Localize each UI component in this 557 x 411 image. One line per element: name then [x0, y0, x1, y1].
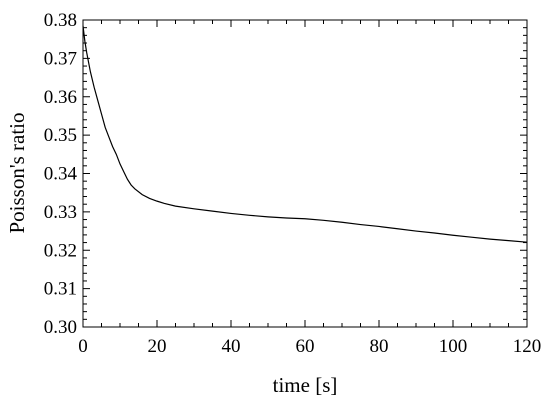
y-tick-label: 0.37 [44, 48, 77, 69]
x-tick-label: 60 [296, 336, 315, 357]
y-tick-label: 0.31 [44, 279, 77, 300]
series-line [82, 25, 528, 243]
y-tick-label: 0.35 [44, 125, 77, 146]
x-tick-label: 20 [148, 336, 167, 357]
ticks [82, 19, 528, 328]
x-tick-label: 40 [222, 336, 241, 357]
x-tick-label: 80 [370, 336, 389, 357]
y-tick-label: 0.32 [44, 240, 77, 261]
x-tick-label: 100 [439, 336, 468, 357]
y-tick-label: 0.34 [44, 164, 78, 185]
tick-labels: 0 20 40 60 80 100 120 0.30 0.31 0.32 0.33 0.34 0.35 0… [44, 10, 542, 357]
y-tick-label: 0.36 [44, 87, 77, 108]
y-tick-label: 0.30 [44, 317, 77, 338]
x-axis-title: time [s] [273, 373, 338, 397]
y-axis-title: Poisson's ratio [5, 112, 29, 233]
y-tick-label: 0.38 [44, 10, 77, 31]
plot-frame [82, 19, 528, 328]
x-tick-label: 0 [78, 336, 88, 357]
y-tick-label: 0.33 [44, 202, 77, 223]
x-tick-label: 120 [513, 336, 542, 357]
